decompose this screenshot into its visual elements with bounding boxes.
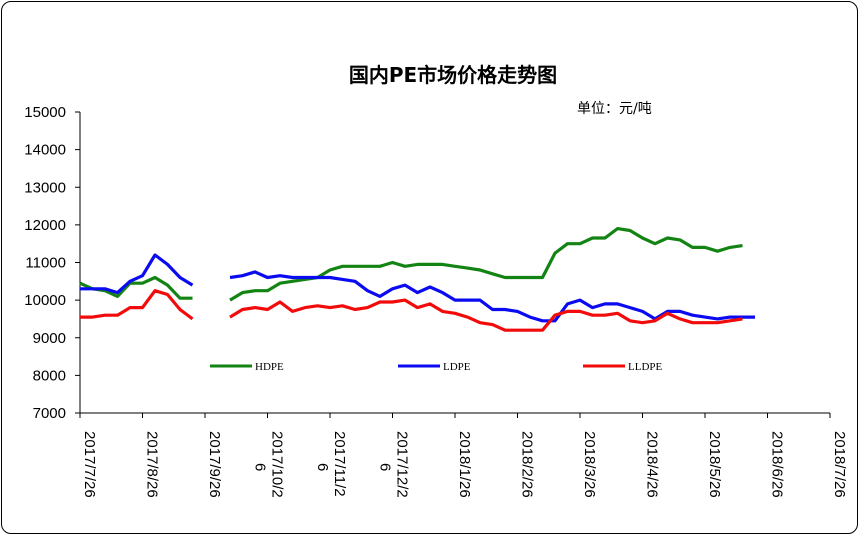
y-tick-label: 15000 bbox=[24, 104, 66, 121]
x-tick-label-wrap: 6 bbox=[314, 463, 331, 471]
x-tick-label: 2018/7/26 bbox=[831, 431, 848, 498]
y-tick-label: 10000 bbox=[24, 292, 66, 309]
legend-label-ldpe: LDPE bbox=[443, 361, 471, 373]
x-tick-label: 2018/2/26 bbox=[519, 431, 536, 498]
x-tick-label: 2017/8/26 bbox=[144, 431, 161, 498]
x-tick-label: 2017/7/26 bbox=[81, 431, 98, 498]
x-tick-label: 2017/12/2 bbox=[394, 431, 411, 498]
x-tick-label: 2017/10/2 bbox=[269, 431, 286, 498]
x-tick-label-wrap: 6 bbox=[252, 463, 269, 471]
x-tick-label: 2018/5/26 bbox=[706, 431, 723, 498]
y-tick-label: 8000 bbox=[33, 367, 66, 384]
legend: HDPE LDPE LLDPE bbox=[210, 361, 663, 373]
x-tick-label: 2017/9/26 bbox=[206, 431, 223, 498]
x-tick-label: 2018/4/26 bbox=[644, 431, 661, 498]
x-tick-label: 2018/6/26 bbox=[769, 431, 786, 498]
legend-label-hdpe: HDPE bbox=[255, 361, 284, 373]
series-line-lldpe bbox=[80, 289, 743, 332]
y-tick-label: 12000 bbox=[24, 217, 66, 234]
series-lines bbox=[79, 227, 755, 332]
unit-label: 单位：元/吨 bbox=[577, 101, 652, 117]
chart-title: 国内PE市场价格走势图 bbox=[349, 63, 557, 87]
x-tick-label: 2018/1/26 bbox=[456, 431, 473, 498]
axes: 15000 14000 13000 12000 11000 10000 9000 8000 70… bbox=[24, 104, 848, 498]
y-tick-label: 7000 bbox=[33, 405, 66, 422]
x-tick-label: 2018/3/26 bbox=[581, 431, 598, 498]
legend-label-lldpe: LLDPE bbox=[628, 361, 663, 373]
x-tick-label: 2017/11/2 bbox=[331, 431, 348, 497]
x-tick-label-wrap: 6 bbox=[377, 463, 394, 471]
series-line-ldpe bbox=[80, 253, 755, 323]
y-tick-label: 9000 bbox=[33, 330, 66, 347]
y-tick-label: 13000 bbox=[24, 179, 66, 196]
y-tick-label: 14000 bbox=[24, 142, 66, 159]
y-tick-label: 11000 bbox=[25, 255, 66, 272]
